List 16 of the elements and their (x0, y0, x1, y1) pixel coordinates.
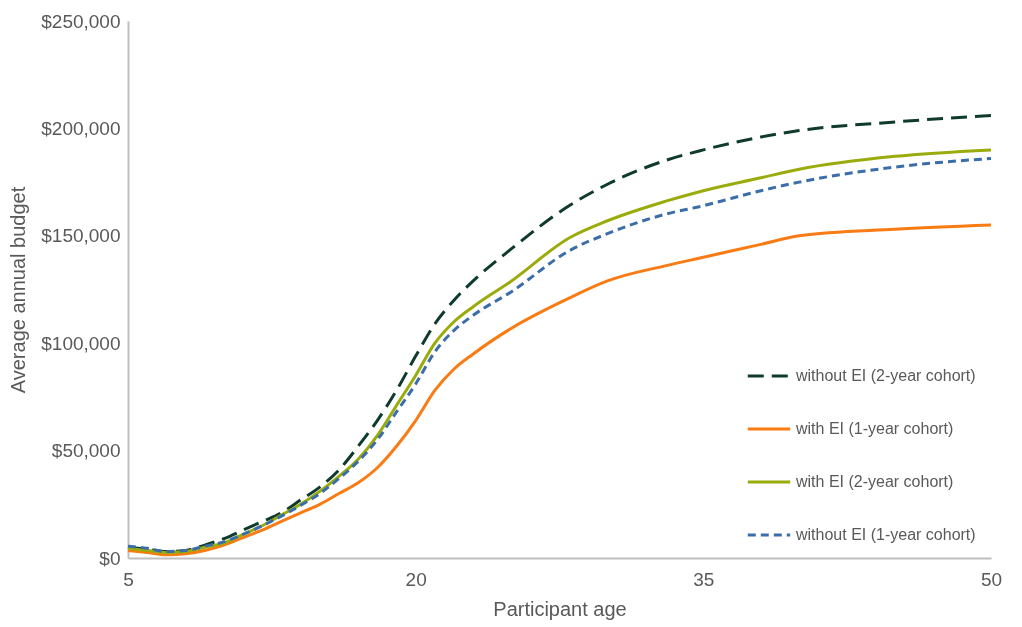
x-tick-label: 35 (693, 568, 715, 590)
y-tick-label: $100,000 (41, 332, 121, 354)
y-axis-title: Average annual budget (7, 186, 30, 394)
legend-label: with EI (2-year cohort) (795, 473, 954, 490)
y-tick-label: $0 (99, 547, 121, 569)
y-tick-label: $50,000 (51, 440, 121, 462)
y-tick-label: $200,000 (41, 117, 121, 139)
x-tick-label: 20 (405, 568, 427, 590)
legend-label: with EI (1-year cohort) (795, 420, 954, 437)
x-tick-label: 5 (123, 568, 134, 590)
x-tick-label: 50 (980, 568, 1003, 590)
y-tick-label: $250,000 (41, 10, 121, 32)
y-tick-label: $150,000 (41, 225, 121, 247)
legend-label: without EI (2-year cohort) (795, 367, 976, 384)
legend-label: without EI (1-year cohort) (795, 526, 976, 543)
x-axis-title: Participant age (493, 597, 627, 620)
